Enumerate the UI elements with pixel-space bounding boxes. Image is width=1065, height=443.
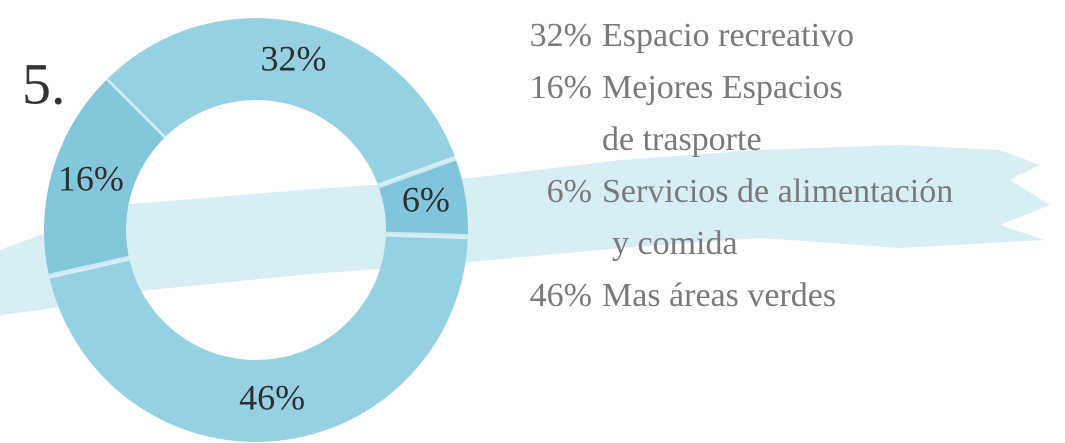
slice-separator [377,155,457,189]
legend-label: Mas áreas verdes [602,277,836,314]
data-label: 16% [58,158,124,198]
legend: 32% Espacio recreativo 16% Mejores Espacios… [530,17,954,314]
slice-separator [385,231,468,240]
donut: 32% 6% 46% 16% [44,18,468,442]
legend-label: de trasporte [602,121,762,158]
data-label: 32% [261,38,327,78]
legend-label: Espacio recreativo [602,17,854,54]
donut-slice [49,234,468,442]
brush-stroke [0,145,1050,315]
donut-slice [106,18,456,186]
legend-value: 32% [530,17,592,54]
legend-label: Mejores Espacios [602,69,843,106]
legend-value: 16% [530,69,592,106]
chart-title: 5. [22,51,66,116]
legend-value: 46% [530,277,592,314]
donut-slice [378,158,468,237]
legend-label: Servicios de alimentación [602,173,953,210]
legend-value: 6% [547,173,592,210]
slice-separator [48,255,130,279]
data-label: 6% [402,179,450,219]
legend-label: y comida [612,225,738,262]
data-label: 46% [239,378,305,418]
donut-slice [44,80,165,277]
